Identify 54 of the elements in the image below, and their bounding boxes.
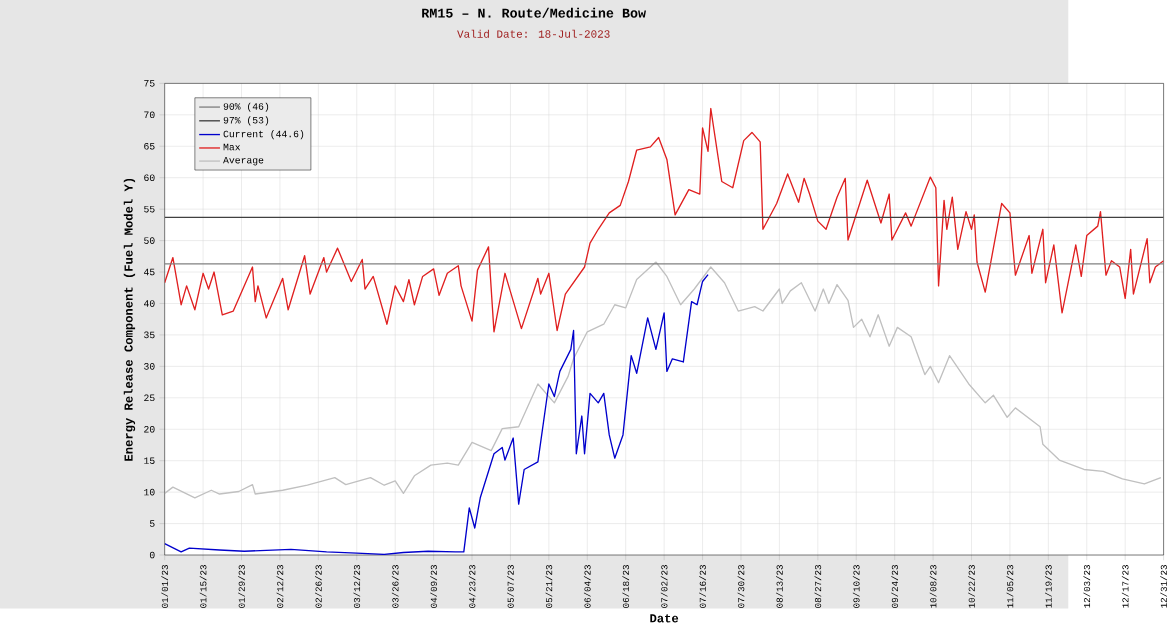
y-tick-label: 70 <box>144 111 155 119</box>
y-tick-label: 50 <box>144 237 155 245</box>
x-tick-label: 10/08/23 <box>929 565 937 608</box>
legend-label: Current (44.6) <box>223 130 304 140</box>
x-tick-label: 12/31/23 <box>1160 565 1167 608</box>
x-tick-label: 03/26/23 <box>391 565 399 609</box>
y-tick-label: 5 <box>149 520 155 528</box>
legend-label: 97% (53) <box>223 116 269 126</box>
y-tick-label: 55 <box>144 206 155 213</box>
x-tick-label: 07/30/23 <box>737 565 745 609</box>
x-tick-label: 02/26/23 <box>315 565 322 609</box>
chart-title: RM15 – N. Route/Medicine Bow <box>422 8 646 18</box>
y-tick-label: 20 <box>144 426 155 433</box>
x-tick-label: 09/10/23 <box>852 565 860 609</box>
line-series <box>164 274 709 556</box>
x-tick-label: 12/17/23 <box>1121 565 1129 608</box>
x-tick-label: 08/13/23 <box>776 565 783 609</box>
chart-subtitle: Valid Date: 18-Jul-2023 <box>457 29 610 39</box>
y-tick-label: 60 <box>144 174 155 182</box>
y-tick-label: 75 <box>144 80 155 87</box>
y-tick-label: 45 <box>143 269 155 276</box>
x-tick-label: 01/29/23 <box>238 565 245 609</box>
x-tick-label: 10/22/23 <box>968 565 975 608</box>
x-tick-label: 09/24/23 <box>891 565 899 609</box>
x-tick-label: 02/12/23 <box>276 565 284 609</box>
y-tick-label: 15 <box>144 457 155 465</box>
y-tick-label: 30 <box>144 363 155 370</box>
x-tick-label: 11/05/23 <box>1006 565 1014 608</box>
x-tick-label: 11/19/23 <box>1045 565 1052 608</box>
legend-label: Average <box>223 157 264 166</box>
y-tick-label: 40 <box>143 300 155 308</box>
x-tick-label: 08/27/23 <box>814 565 822 609</box>
x-tick-label: 05/07/23 <box>507 565 514 609</box>
y-tick-label: 25 <box>144 394 155 402</box>
x-tick-label: 04/23/23 <box>468 565 476 609</box>
y-tick-label: 10 <box>144 489 155 496</box>
x-tick-label: 07/02/23 <box>660 565 668 609</box>
x-tick-label: 04/09/23 <box>430 565 437 609</box>
x-tick-label: 01/01/23 <box>161 565 169 609</box>
y-tick-label: 0 <box>149 551 155 559</box>
x-tick-label: 01/15/23 <box>199 565 207 609</box>
x-tick-label: 12/03/23 <box>1083 565 1091 608</box>
x-tick-label: 06/18/23 <box>622 565 630 609</box>
y-tick-label: 35 <box>144 331 155 339</box>
x-axis-title: Date <box>650 614 679 623</box>
y-axis-title: Energy Release Component (Fuel Model Y) <box>123 179 136 461</box>
line-series <box>164 261 1162 499</box>
x-tick-label: 05/21/23 <box>545 565 553 609</box>
x-tick-label: 07/16/23 <box>699 565 706 609</box>
y-tick-label: 65 <box>144 143 155 150</box>
legend-label: Max <box>223 144 241 151</box>
x-tick-label: 06/04/23 <box>583 565 591 609</box>
x-tick-label: 03/12/23 <box>353 565 361 609</box>
legend-label: 90% (46) <box>223 102 269 112</box>
